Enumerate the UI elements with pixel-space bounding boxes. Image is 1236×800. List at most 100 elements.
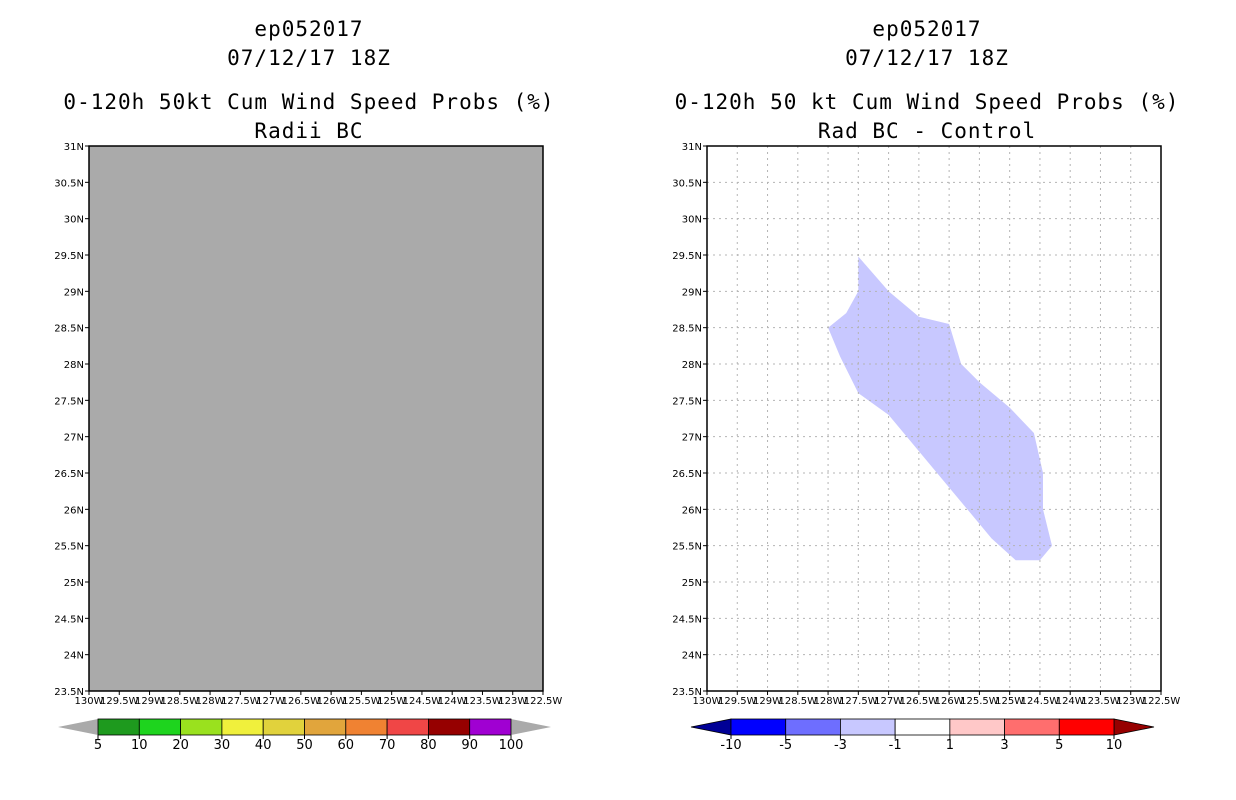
right-colorbar-label: -3: [834, 738, 847, 753]
left-x-tick-label: 129.5W: [100, 696, 139, 707]
left-chart-title: 0-120h 50kt Cum Wind Speed Probs (%): [63, 90, 555, 114]
left-x-tick-label: 122.5W: [524, 696, 563, 707]
right-x-tick-label: 130W: [693, 696, 722, 707]
left-x-tick-label: 124W: [438, 696, 467, 707]
right-y-tick-label: 24.5N: [672, 614, 702, 625]
right-colorbar-label: 10: [1106, 738, 1123, 753]
right-y-tick-label: 28N: [682, 360, 702, 371]
right-x-tick-label: 125W: [995, 696, 1024, 707]
left-colorbar-label: 80: [420, 738, 437, 753]
left-y-tick-label: 29.5N: [54, 251, 84, 262]
right-colorbar-swatch: [1004, 718, 1060, 736]
right-x-tick-label: 124W: [1056, 696, 1085, 707]
left-datetime: 07/12/17 18Z: [227, 46, 391, 70]
left-colorbar-swatch: [386, 718, 429, 736]
right-colorbar-swatch: [730, 718, 787, 736]
right-y-tick-label: 27.5N: [672, 396, 702, 407]
left-colorbar-label: 20: [172, 738, 189, 753]
left-y-tick-label: 30N: [64, 215, 84, 226]
right-y-tick-label: 27N: [682, 433, 702, 444]
left-colorbar-label: 5: [94, 738, 102, 753]
right-y-tick-label: 26.5N: [672, 469, 702, 480]
left-colorbar-label: 70: [379, 738, 396, 753]
left-y-tick-label: 26N: [64, 505, 84, 516]
left-colorbar-swatch: [221, 718, 264, 736]
left-chart-panel: ep052017 07/12/17 18Z 0-120h 50kt Cum Wi…: [54, 17, 563, 753]
left-x-tick-label: 126W: [317, 696, 346, 707]
right-x-tick-label: 123.5W: [1081, 696, 1120, 707]
right-colorbar-swatch: [949, 718, 1005, 736]
left-x-tick-label: 125W: [377, 696, 406, 707]
left-x-tick-label: 129W: [135, 696, 164, 707]
right-colorbar-swatch: [894, 718, 951, 736]
left-colorbar-swatch: [345, 718, 388, 736]
left-colorbar-over-triangle: [511, 719, 551, 735]
left-y-tick-label: 25.5N: [54, 542, 84, 553]
left-y-tick-label: 27N: [64, 433, 84, 444]
right-y-tick-label: 23.5N: [672, 687, 702, 698]
left-x-tick-label: 125.5W: [342, 696, 381, 707]
right-colorbar-swatch: [840, 718, 896, 736]
right-x-tick-label: 128W: [814, 696, 843, 707]
left-y-tick-label: 28N: [64, 360, 84, 371]
right-storm-id: ep052017: [872, 17, 982, 41]
right-colorbar-swatch: [1058, 718, 1115, 736]
left-y-tick-label: 23.5N: [54, 687, 84, 698]
right-y-tick-label: 31N: [682, 142, 702, 153]
right-x-tick-label: 123W: [1116, 696, 1145, 707]
left-x-tick-label: 127W: [256, 696, 285, 707]
right-colorbar-label: 3: [1000, 738, 1008, 753]
right-plot-frame: [706, 145, 1162, 692]
left-x-tick-label: 127.5W: [221, 696, 260, 707]
left-colorbar-swatch: [138, 718, 182, 736]
left-chart-svg: 130W129.5W129W128.5W128W127.5W127W126.5W…: [54, 142, 563, 753]
right-y-tick-label: 29N: [682, 287, 702, 298]
left-y-tick-label: 24.5N: [54, 614, 84, 625]
left-colorbar-label: 100: [499, 738, 524, 753]
left-colorbar-label: 60: [338, 738, 355, 753]
left-y-tick-label: 30.5N: [54, 178, 84, 189]
left-y-tick-label: 24N: [64, 651, 84, 662]
right-chart-svg: 130W129.5W129W128.5W128W127.5W127W126.5W…: [672, 142, 1181, 753]
right-difference-region: [828, 256, 1052, 561]
right-y-tick-label: 30.5N: [672, 178, 702, 189]
right-colorbar-under-triangle: [690, 718, 732, 736]
left-colorbar-swatch: [427, 718, 471, 736]
left-y-tick-label: 28.5N: [54, 324, 84, 335]
right-x-tick-label: 127W: [874, 696, 903, 707]
right-colorbar-over-triangle: [1113, 718, 1155, 736]
left-colorbar-label: 30: [214, 738, 231, 753]
left-colorbar-swatch: [469, 718, 512, 736]
left-x-tick-label: 128.5W: [161, 696, 200, 707]
right-colorbar-label: -1: [889, 738, 902, 753]
right-colorbar-label: 1: [946, 738, 954, 753]
right-colorbar-label: 5: [1055, 738, 1063, 753]
left-x-tick-label: 123W: [498, 696, 527, 707]
left-colorbar-label: 10: [131, 738, 148, 753]
left-y-tick-label: 25N: [64, 578, 84, 589]
left-colorbar-label: 50: [296, 738, 313, 753]
left-y-tick-label: 26.5N: [54, 469, 84, 480]
right-colorbar-swatch: [785, 718, 841, 736]
right-y-tick-label: 25N: [682, 578, 702, 589]
right-y-tick-label: 25.5N: [672, 542, 702, 553]
right-x-tick-label: 122.5W: [1142, 696, 1181, 707]
right-chart-subtitle: Rad BC - Control: [817, 119, 1037, 143]
right-chart-panel: ep052017 07/12/17 18Z 0-120h 50 kt Cum W…: [618, 0, 1236, 800]
right-chart-title: 0-120h 50 kt Cum Wind Speed Probs (%): [674, 90, 1180, 114]
left-colorbar-swatch: [97, 718, 140, 736]
right-x-tick-label: 126.5W: [900, 696, 939, 707]
left-x-tick-label: 123.5W: [463, 696, 502, 707]
left-x-tick-label: 128W: [196, 696, 225, 707]
left-y-tick-label: 31N: [64, 142, 84, 153]
right-y-tick-label: 28.5N: [672, 324, 702, 335]
right-y-tick-label: 30N: [682, 215, 702, 226]
right-x-tick-label: 129.5W: [718, 696, 757, 707]
left-colorbar-label: 90: [461, 738, 478, 753]
left-colorbar-swatch: [262, 718, 305, 736]
right-y-tick-label: 24N: [682, 651, 702, 662]
right-x-tick-label: 126W: [935, 696, 964, 707]
left-chart-subtitle: Radii BC: [254, 119, 364, 143]
right-y-tick-label: 26N: [682, 505, 702, 516]
left-x-tick-label: 130W: [75, 696, 104, 707]
